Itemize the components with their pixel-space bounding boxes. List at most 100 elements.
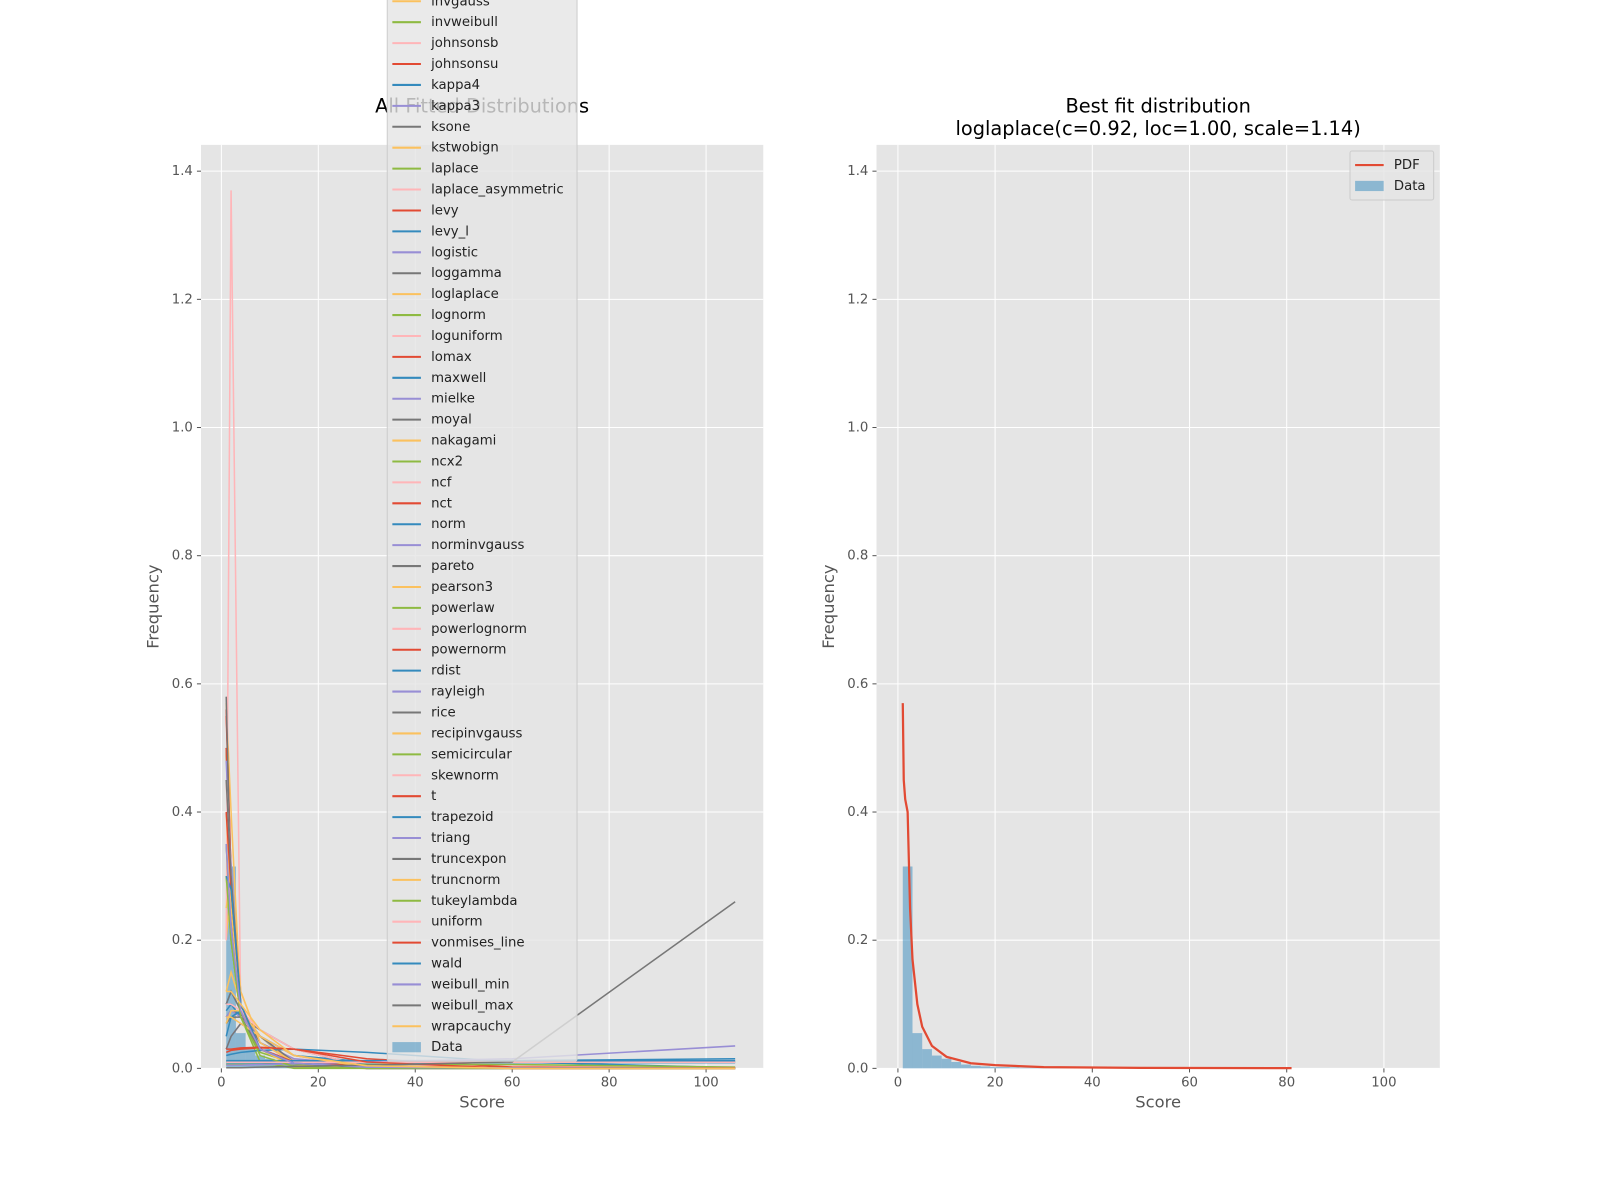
legend-label: truncexpon [431, 852, 506, 867]
legend-label: kstwobign [431, 141, 499, 156]
x-tick-label: 100 [693, 1076, 718, 1091]
y-tick-label: 1.2 [172, 292, 193, 307]
legend-label: pearson3 [431, 580, 493, 595]
legend-label: trapezoid [431, 810, 493, 825]
legend-label: laplace [431, 162, 478, 177]
legend-label: johnsonsu [430, 57, 498, 72]
legend-label: powerlaw [431, 601, 495, 616]
x-tick-label: 0 [894, 1076, 902, 1091]
legend-label: pareto [431, 559, 474, 574]
histogram-bar [1009, 1067, 1020, 1069]
legend-label: maxwell [431, 371, 486, 386]
x-tick-label: 60 [504, 1076, 521, 1091]
series-line [226, 990, 736, 1070]
legend-label: wald [431, 957, 462, 972]
legend-label: powernorm [431, 643, 506, 658]
legend-label: Data [1394, 179, 1426, 194]
y-axis-label: Frequency [819, 564, 838, 649]
x-tick-label: 80 [1278, 1076, 1295, 1091]
y-tick-label: 0.2 [847, 933, 868, 948]
series-line [226, 901, 736, 1069]
histogram-bar [1029, 1067, 1039, 1069]
y-axis-label: Frequency [144, 564, 163, 649]
histogram-bar [235, 1033, 246, 1069]
histogram-bar [922, 1049, 932, 1069]
legend-label: lomax [431, 350, 472, 365]
legend-label: triang [431, 831, 470, 846]
legend-label: t [431, 789, 436, 804]
legend-label: uniform [431, 915, 482, 930]
histogram-bar [980, 1066, 991, 1069]
x-axis-label: Score [459, 1093, 505, 1112]
legend-label: lognorm [431, 308, 486, 323]
x-tick-label: 60 [1181, 1076, 1198, 1091]
x-tick-label: 100 [1371, 1076, 1396, 1091]
legend-swatch [392, 1042, 421, 1053]
legend-label: wrapcauchy [431, 1019, 511, 1034]
x-axis-label: Score [1135, 1093, 1181, 1112]
histogram-bar [999, 1067, 1010, 1069]
legend-label: levy_l [431, 224, 469, 239]
legend-label: laplace_asymmetric [431, 183, 564, 198]
y-tick-label: 0.6 [847, 677, 868, 692]
legend-label: rice [431, 706, 456, 721]
legend-label: skewnorm [431, 768, 499, 783]
y-tick-label: 1.0 [847, 421, 868, 436]
legend-label: semicircular [431, 747, 512, 762]
y-tick-label: 1.2 [847, 292, 868, 307]
histogram-bar [990, 1067, 1000, 1069]
y-tick-label: 1.0 [172, 421, 193, 436]
x-tick-label: 40 [1084, 1076, 1101, 1091]
legend-label: levy [431, 203, 459, 218]
y-tick-label: 0.4 [847, 805, 868, 820]
legend-label: Data [431, 1040, 463, 1055]
legend-swatch [1355, 180, 1384, 192]
histogram-bar [941, 1058, 952, 1069]
plot-area [876, 144, 1440, 1069]
legend-label: johnsonsb [430, 36, 498, 51]
chart-subtitle: loglaplace(c=0.92, loc=1.00, scale=1.14) [956, 117, 1361, 140]
legend-label: loglaplace [431, 287, 499, 302]
y-tick-label: 0.0 [847, 1061, 868, 1076]
y-tick-label: 0.8 [172, 549, 193, 564]
histogram-bar [226, 866, 236, 1069]
legend-label: ncx2 [431, 454, 463, 469]
legend-label: weibull_min [431, 977, 509, 992]
legend-box [386, 0, 578, 1062]
legend-label: nakagami [431, 434, 496, 449]
legend-label: nct [431, 496, 452, 511]
legend-label: norm [431, 517, 466, 532]
legend-label: vonmises_line [431, 936, 524, 951]
series-line [901, 703, 1292, 1070]
y-tick-label: 0.6 [172, 677, 193, 692]
legend-label: tukeylambda [431, 894, 517, 909]
legend-label: truncnorm [431, 873, 500, 888]
histogram-bar [951, 1061, 962, 1069]
legend-label: rdist [431, 664, 460, 679]
legend-label: recipinvgauss [431, 726, 522, 741]
legend-label: mielke [431, 392, 475, 407]
histogram-bar [902, 866, 913, 1069]
histogram-bar [961, 1064, 971, 1069]
y-tick-label: 1.4 [847, 164, 868, 179]
legend-label: loguniform [431, 329, 503, 344]
legend-label: kappa4 [431, 78, 480, 93]
y-tick-label: 1.4 [172, 164, 193, 179]
histogram-bar [931, 1055, 942, 1069]
y-tick-label: 0.0 [172, 1061, 193, 1076]
legend-label: PDF [1394, 158, 1420, 173]
legend-label: loggamma [431, 266, 502, 281]
legend-label: powerlognorm [431, 622, 527, 637]
y-tick-label: 0.2 [172, 933, 193, 948]
legend-label: weibull_max [431, 998, 513, 1013]
histogram-bar [245, 1049, 256, 1069]
histogram-bar [1019, 1067, 1030, 1069]
y-tick-label: 0.8 [847, 549, 868, 564]
legend-label: ksone [431, 120, 470, 135]
legend-label: ncf [431, 475, 452, 490]
legend-label: logistic [431, 245, 478, 260]
histogram-bar [970, 1065, 981, 1069]
legend-label: moyal [431, 413, 472, 428]
